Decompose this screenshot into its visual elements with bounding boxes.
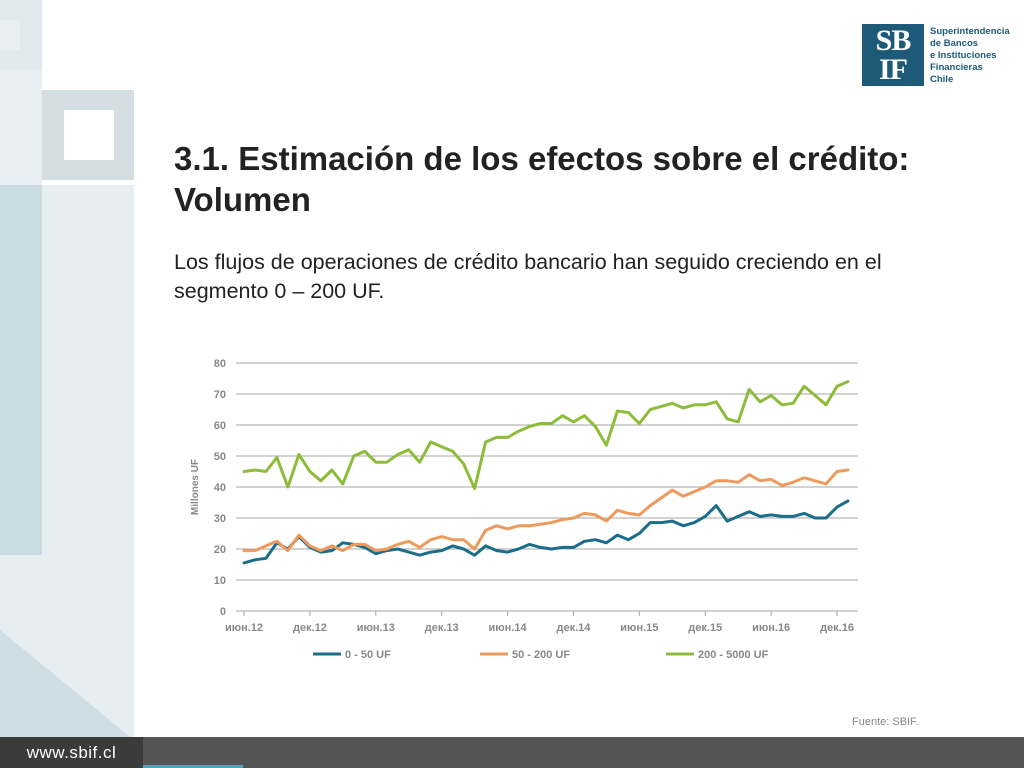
y-axis-label: Millones UF — [190, 459, 201, 515]
series-line-2 — [242, 380, 850, 491]
sbif-logo: SB IF Superintendencia de Bancos e Insti… — [862, 24, 1010, 86]
y-tick-label: 60 — [214, 420, 226, 432]
x-tick-label: июн.13 — [357, 622, 395, 634]
x-tick-label: дек.16 — [820, 622, 854, 634]
y-tick-label: 70 — [214, 389, 226, 401]
x-tick-label: дек.12 — [293, 622, 327, 634]
footer-url-link[interactable]: www.sbif.cl — [0, 737, 143, 768]
x-tick-label: июн.12 — [225, 622, 263, 634]
y-tick-label: 80 — [214, 358, 226, 370]
legend-label-2: 200 - 5000 UF — [698, 649, 769, 661]
sbif-logo-text: Superintendencia de Bancos e Institucion… — [930, 26, 1010, 85]
x-tick-label: дек.13 — [425, 622, 459, 634]
footer-bar — [0, 737, 1024, 768]
series-line-0 — [242, 499, 850, 565]
slide-body-text: Los flujos de operaciones de crédito ban… — [174, 250, 882, 303]
sbif-logo-mark: SB IF — [862, 24, 924, 86]
y-tick-label: 50 — [214, 451, 226, 463]
y-tick-label: 30 — [214, 513, 226, 525]
x-tick-label: июн.15 — [620, 622, 658, 634]
decorative-background — [0, 0, 134, 740]
y-tick-label: 0 — [220, 606, 226, 618]
y-tick-label: 40 — [214, 482, 226, 494]
series-line-1 — [242, 468, 850, 553]
legend-label-0: 0 - 50 UF — [345, 649, 391, 661]
footer-accent — [143, 765, 243, 768]
x-tick-label: дек.15 — [688, 622, 722, 634]
source-note: Fuente: SBIF. — [852, 716, 919, 728]
slide-title: 3.1. Estimación de los efectos sobre el … — [174, 140, 910, 218]
y-tick-label: 20 — [214, 544, 226, 556]
x-tick-label: дек.14 — [557, 622, 592, 634]
x-tick-label: июн.14 — [489, 622, 528, 634]
legend-label-1: 50 - 200 UF — [512, 649, 570, 661]
y-tick-label: 10 — [214, 575, 226, 587]
credit-volume-line-chart: 0 10 20 30 40 50 60 70 80 июн.12 дек.12 июн.13 дек.1… — [190, 358, 858, 661]
x-tick-label: июн.16 — [752, 622, 790, 634]
